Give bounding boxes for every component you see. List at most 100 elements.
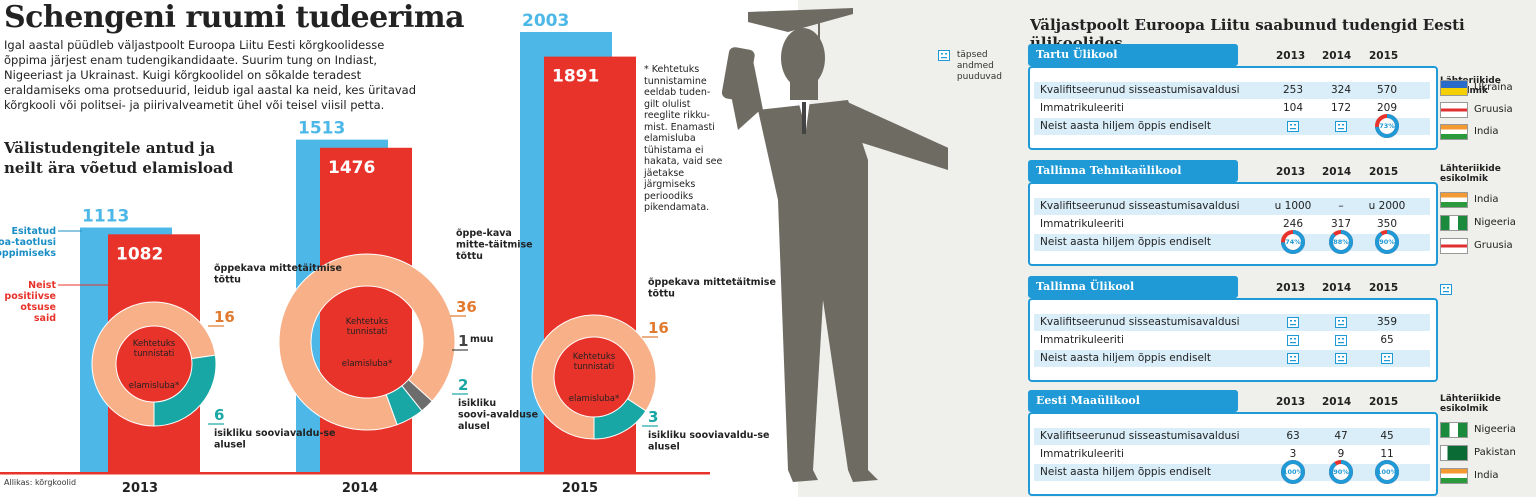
country-name: Nigeeria	[1474, 424, 1516, 435]
donut-center-label: Kehtetuks	[346, 317, 389, 327]
donut-center-label: elamisluba*	[129, 381, 179, 391]
year-header: 2014	[1322, 282, 1352, 294]
bar-label-approved: 1082	[116, 244, 163, 264]
donut-annotation-value: 6	[214, 406, 224, 424]
donut-slice-2013-1	[153, 354, 217, 427]
row-label: Kvalifitseerunud sisseastumisavaldusi	[1040, 84, 1240, 96]
donut-annotation-desc: õppekava mittetäitmise	[648, 277, 776, 288]
residence-permit-chart: 1113 1513 2003 1082 1476 1891 2013 2014 2015 Esit…	[0, 11, 776, 496]
headline: Schengeni ruumi tudeerima	[4, 0, 465, 35]
bar-label-applications: 1113	[82, 207, 129, 227]
missing-data-icon	[1335, 317, 1347, 334]
missing-data-icon	[1440, 280, 1452, 299]
table-row: Immatrikuleeriti 104 172 209	[1034, 100, 1430, 117]
table-cell: 570	[1376, 84, 1398, 96]
retention-ring	[1281, 230, 1305, 254]
country-name: India	[1474, 126, 1499, 137]
table-cell: 47	[1334, 430, 1348, 442]
row-label: Neist aasta hiljem õppis endiselt	[1040, 120, 1211, 132]
bar-label-applications: 2003	[522, 11, 569, 31]
year-header: 2014	[1322, 50, 1352, 62]
table-cell: –	[1338, 200, 1344, 212]
row-label: Neist aasta hiljem õppis endiselt	[1040, 352, 1211, 364]
table-row: Kvalifitseerunud sisseastumisavaldusi 359	[1034, 314, 1430, 331]
source-countries-label: Lähteriikide esikolmik	[1440, 394, 1501, 414]
graduate-figure-illustration	[721, 8, 948, 482]
donut-center-label: Kehtetuks	[133, 339, 176, 349]
table-cell: 65	[1380, 334, 1394, 346]
donut-center-label: tunnistati	[347, 327, 388, 337]
table-cell: 11	[1380, 448, 1394, 460]
donut-annotation-desc: tõttu	[648, 289, 675, 300]
missing-data-legend: täpsed andmed puuduvad	[938, 50, 1017, 83]
data-box	[1028, 66, 1438, 150]
donut-slice-2014-0	[278, 253, 456, 431]
retention-percent: 88%	[1333, 238, 1349, 246]
flag-pakistan-icon	[1440, 445, 1468, 461]
country-name: Nigeeria	[1474, 217, 1516, 228]
retention-percent: 73%	[1379, 122, 1395, 130]
donut-annotation-desc: tõttu	[456, 251, 483, 262]
data-box	[1028, 412, 1438, 496]
bar-label-approved: 1891	[552, 67, 599, 87]
missing-data-icon	[1287, 335, 1299, 352]
donut-annotation-desc: alusel	[458, 421, 490, 432]
retention-ring	[1375, 114, 1399, 138]
legend-approved: said	[34, 313, 56, 324]
year-header: 2014	[1322, 166, 1352, 178]
row-label: Kvalifitseerunud sisseastumisavaldusi	[1040, 316, 1240, 328]
table-cell: 359	[1376, 316, 1398, 328]
flag-nigeria-icon	[1440, 215, 1468, 231]
row-label: Immatrikuleeriti	[1040, 102, 1124, 114]
donut-center-label: elamisluba*	[342, 359, 392, 369]
table-row: Neist aasta hiljem õppis endiselt	[1034, 350, 1430, 367]
year-label-2014: 2014	[342, 481, 378, 496]
year-header: 2013	[1276, 50, 1306, 62]
donut-annotation-value: 36	[456, 298, 477, 316]
table-row: Neist aasta hiljem õppis endiselt 74% 88% 9…	[1034, 230, 1430, 254]
bar-label-applications: 1513	[298, 119, 345, 139]
legend-applications: elamisloa-taotlusi	[0, 237, 56, 248]
source-countries-label: Lähteriikide esikolmik	[1440, 164, 1501, 184]
donut-total-2014: 39	[354, 337, 380, 359]
donut-annotation-desc: õppe-kava	[456, 228, 512, 239]
missing-data-icon	[1335, 353, 1347, 370]
donut-center-label: tunnistati	[574, 362, 615, 372]
bar-label-approved: 1476	[328, 158, 375, 178]
row-label: Immatrikuleeriti	[1040, 334, 1124, 346]
table-cell: u 1000	[1274, 200, 1312, 212]
table-cell: 209	[1376, 102, 1398, 114]
data-box	[1028, 298, 1438, 382]
footnote: * Kehtetuks tunnistamine eeldab tuden-gi…	[644, 64, 723, 213]
flag-ukraine-icon	[1440, 80, 1468, 96]
legend-approved: otsuse	[20, 302, 56, 313]
retention-ring-fill	[1329, 460, 1353, 484]
year-header: 2013	[1276, 166, 1306, 178]
retention-percent: 90%	[1333, 468, 1349, 476]
table-row: Kvalifitseerunud sisseastumisavaldusi 63 4…	[1034, 428, 1430, 445]
donut-annotation-desc: mitte-täitmise	[456, 240, 533, 251]
table-row: Neist aasta hiljem õppis endiselt 100% 90%…	[1034, 460, 1430, 484]
baseline	[0, 472, 710, 475]
donut-total-2015: 19	[581, 372, 607, 394]
year-header: 2015	[1369, 396, 1399, 408]
table-cell: 9	[1337, 448, 1345, 460]
year-label-2013: 2013	[122, 481, 158, 496]
donut-total-2013: 22	[141, 359, 167, 381]
missing-data-icon	[1287, 353, 1299, 370]
legend-applications: õppimiseks	[0, 248, 56, 259]
table-cell: 3	[1289, 448, 1297, 460]
year-header: 2013	[1276, 282, 1306, 294]
retention-ring-fill	[1281, 460, 1305, 484]
flag-india-icon	[1440, 192, 1468, 208]
row-label: Immatrikuleeriti	[1040, 218, 1124, 230]
retention-ring	[1375, 230, 1399, 254]
donut-annotation-desc: õppekava mittetäitmise	[214, 263, 342, 274]
data-box	[1028, 182, 1438, 266]
table-row: Neist aasta hiljem õppis endiselt 73%	[1034, 114, 1430, 138]
missing-data-icon	[1381, 353, 1393, 370]
missing-data-icon	[1287, 317, 1299, 334]
university-name: Tallinna Tehnikaülikool	[1028, 160, 1238, 182]
country-name: Pakistan	[1474, 447, 1516, 458]
table-cell: 172	[1330, 102, 1352, 114]
